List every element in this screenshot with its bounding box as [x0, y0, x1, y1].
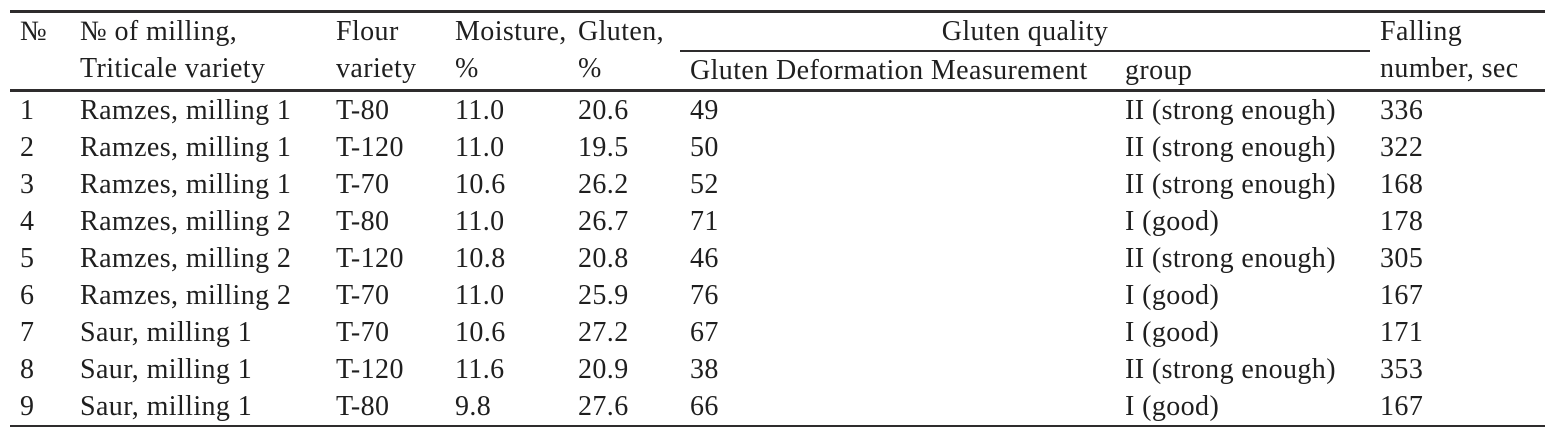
cell-gluten-deformation: 38	[690, 354, 719, 385]
cell-falling-number: 167	[1380, 280, 1424, 311]
cell-gluten-deformation: 46	[690, 243, 719, 274]
col-header-milling-variety: № of milling, Triticale variety	[70, 10, 326, 91]
cell-moisture: 11.0	[455, 206, 505, 237]
cell-row-number: 1	[10, 89, 70, 129]
cell-flour-variety: T-80	[326, 388, 445, 427]
cell-flour-variety: T-80	[326, 89, 445, 129]
cell-gluten-group: II (strong enough)	[1125, 169, 1336, 200]
cell-gluten-group: II (strong enough)	[1125, 354, 1336, 385]
cell-gluten-deformation: 66	[680, 388, 1115, 427]
cell-falling-number: 168	[1380, 169, 1424, 200]
cell-row-number: 6	[20, 280, 35, 311]
cell-gluten-group: I (good)	[1125, 206, 1220, 237]
cell-gluten-deformation: 71	[690, 206, 719, 237]
cell-milling-variety: Ramzes, milling 1	[70, 89, 326, 129]
cell-milling-variety: Ramzes, milling 1	[80, 132, 292, 163]
table-row: 7 Saur, milling 1 T-70 10.6 27.2 67 I (g…	[10, 314, 1545, 351]
cell-falling-number: 305	[1380, 243, 1424, 274]
cell-flour-variety: T-120	[336, 243, 404, 274]
cell-moisture: 11.0	[455, 132, 505, 163]
col-header-gluten-deformation: Gluten Deformation Measurement	[690, 55, 1088, 86]
cell-gluten: 20.8	[578, 243, 629, 274]
cell-flour-variety: T-120	[336, 354, 404, 385]
cell-gluten-group: II (strong enough)	[1115, 89, 1371, 129]
cell-gluten-group: II (strong enough)	[1125, 132, 1336, 163]
cell-gluten: 26.7	[578, 206, 629, 237]
col-header-moisture: Moisture, %	[445, 10, 568, 91]
cell-falling-number: 353	[1380, 354, 1424, 385]
cell-moisture: 10.6	[455, 169, 506, 200]
cell-gluten-group: I (good)	[1125, 317, 1220, 348]
cell-falling-number: 178	[1380, 206, 1424, 237]
cell-gluten-deformation: 49	[680, 89, 1115, 129]
cell-row-number: 5	[20, 243, 35, 274]
cell-gluten-deformation: 67	[690, 317, 719, 348]
cell-gluten-group: I (good)	[1115, 388, 1371, 427]
col-header-group: group	[1125, 55, 1193, 86]
cell-flour-variety: T-80	[336, 206, 390, 237]
cell-moisture: 11.0	[445, 89, 568, 129]
cell-milling-variety: Ramzes, milling 2	[80, 243, 292, 274]
cell-flour-variety: T-70	[336, 169, 390, 200]
cell-gluten-deformation: 50	[690, 132, 719, 163]
cell-gluten: 20.9	[578, 354, 629, 385]
cell-row-number: 3	[20, 169, 35, 200]
col-header-flour-variety: Flour variety	[326, 10, 445, 91]
col-header-row-number: №	[10, 10, 70, 91]
cell-row-number: 8	[20, 354, 35, 385]
header-row-1: № № of milling, Triticale variety Flour …	[10, 10, 1546, 91]
header-row-2: Gluten Deformation Measurement group	[10, 51, 1545, 91]
cell-flour-variety: T-70	[336, 280, 390, 311]
cell-milling-variety: Saur, milling 1	[80, 317, 253, 348]
cell-row-number: 4	[20, 206, 35, 237]
cell-gluten-deformation: 76	[690, 280, 719, 311]
table-row: 3 Ramzes, milling 1 T-70 10.6 26.2 52 II…	[10, 166, 1545, 203]
cell-moisture: 9.8	[445, 388, 568, 427]
table-row: 4 Ramzes, milling 2 T-80 11.0 26.7 71 I …	[10, 203, 1545, 240]
cell-milling-variety: Ramzes, milling 2	[80, 206, 292, 237]
cell-gluten-group: II (strong enough)	[1125, 243, 1336, 274]
cell-gluten: 25.9	[578, 280, 629, 311]
table-row: 1 Ramzes, milling 1 T-80 11.0 20.6 49 II…	[10, 89, 1546, 129]
cell-gluten-deformation: 52	[690, 169, 719, 200]
cell-row-number: 2	[20, 132, 35, 163]
col-header-gluten: Gluten, %	[568, 10, 680, 91]
col-header-falling-number: Falling number, sec	[1370, 10, 1546, 91]
cell-flour-variety: T-70	[336, 317, 390, 348]
cell-falling-number: 336	[1370, 89, 1546, 129]
cell-gluten: 26.2	[578, 169, 629, 200]
milling-results-table: № № of milling, Triticale variety Flour …	[10, 10, 1546, 427]
cell-falling-number: 167	[1370, 388, 1546, 427]
cell-gluten: 20.6	[568, 89, 680, 129]
cell-moisture: 10.8	[455, 243, 506, 274]
cell-moisture: 10.6	[455, 317, 506, 348]
cell-moisture: 11.6	[455, 354, 505, 385]
cell-gluten: 19.5	[578, 132, 629, 163]
cell-falling-number: 171	[1380, 317, 1424, 348]
cell-gluten: 27.2	[578, 317, 629, 348]
table-row: 9 Saur, milling 1 T-80 9.8 27.6 66 I (go…	[10, 388, 1546, 427]
table-row: 8 Saur, milling 1 T-120 11.6 20.9 38 II …	[10, 351, 1545, 388]
cell-moisture: 11.0	[455, 280, 505, 311]
table-row: 2 Ramzes, milling 1 T-120 11.0 19.5 50 I…	[10, 129, 1545, 166]
table-body: 1 Ramzes, milling 1 T-80 11.0 20.6 49 II…	[10, 89, 1546, 427]
cell-milling-variety: Ramzes, milling 1	[80, 169, 292, 200]
cell-milling-variety: Ramzes, milling 2	[80, 280, 292, 311]
cell-gluten: 27.6	[568, 388, 680, 427]
table-row: 6 Ramzes, milling 2 T-70 11.0 25.9 76 I …	[10, 277, 1545, 314]
cell-row-number: 9	[10, 388, 70, 427]
table-header: № № of milling, Triticale variety Flour …	[10, 10, 1546, 91]
cell-flour-variety: T-120	[336, 132, 404, 163]
cell-falling-number: 322	[1380, 132, 1424, 163]
cell-gluten-group: I (good)	[1125, 280, 1220, 311]
cell-milling-variety: Saur, milling 1	[70, 388, 326, 427]
cell-row-number: 7	[20, 317, 35, 348]
cell-milling-variety: Saur, milling 1	[80, 354, 253, 385]
table-row: 5 Ramzes, milling 2 T-120 10.8 20.8 46 I…	[10, 240, 1545, 277]
col-header-gluten-quality: Gluten quality	[680, 10, 1371, 52]
